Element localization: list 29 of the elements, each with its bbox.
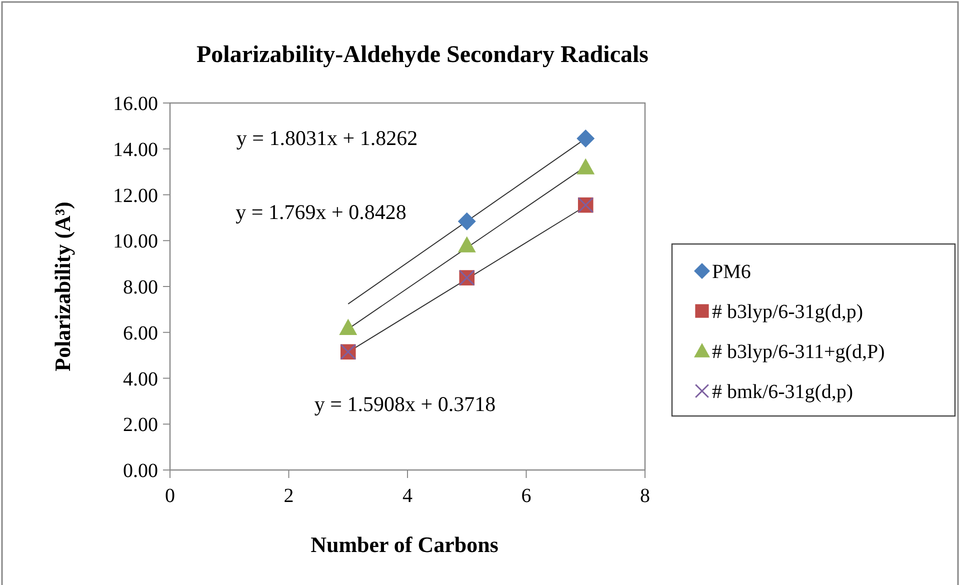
y-tick-label: 14.00 <box>113 138 158 161</box>
legend-label: # b3lyp/6-31g(d,p) <box>712 301 864 323</box>
y-axis-title: Polarizability (A³) <box>50 202 75 372</box>
legend-label: PM6 <box>712 261 751 283</box>
y-tick-label: 12.00 <box>113 184 158 207</box>
annotation: y = 1.8031x + 1.8262 <box>236 126 418 150</box>
y-tick-label: 6.00 <box>123 322 158 344</box>
x-axis-title: Number of Carbons <box>310 532 499 557</box>
y-tick-label: 16.00 <box>113 93 158 115</box>
x-tick-label: 0 <box>165 485 175 507</box>
point <box>576 158 595 174</box>
y-tick-label: 0.00 <box>123 460 158 482</box>
legend-label: # bmk/6-31g(d,p) <box>712 381 854 403</box>
x-tick-label: 6 <box>521 485 532 507</box>
point <box>458 212 476 230</box>
chart-title: Polarizability-Aldehyde Secondary Radicals <box>196 42 648 68</box>
x-tick-label: 4 <box>402 485 412 507</box>
x-tick-label: 2 <box>284 485 294 507</box>
y-tick-label: 10.00 <box>113 230 158 253</box>
point <box>576 130 595 148</box>
x-tick-label: 8 <box>640 485 650 507</box>
y-tick-label: 8.00 <box>123 276 158 298</box>
point <box>339 318 358 335</box>
y-tick-label: 2.00 <box>123 414 158 436</box>
point <box>458 236 476 252</box>
legend-label: # b3lyp/6-311+g(d,P) <box>712 341 885 363</box>
annotation: y = 1.769x + 0.8428 <box>236 200 406 224</box>
annotation: y = 1.5908x + 0.3718 <box>314 392 496 416</box>
y-tick-label: 4.00 <box>123 368 158 390</box>
